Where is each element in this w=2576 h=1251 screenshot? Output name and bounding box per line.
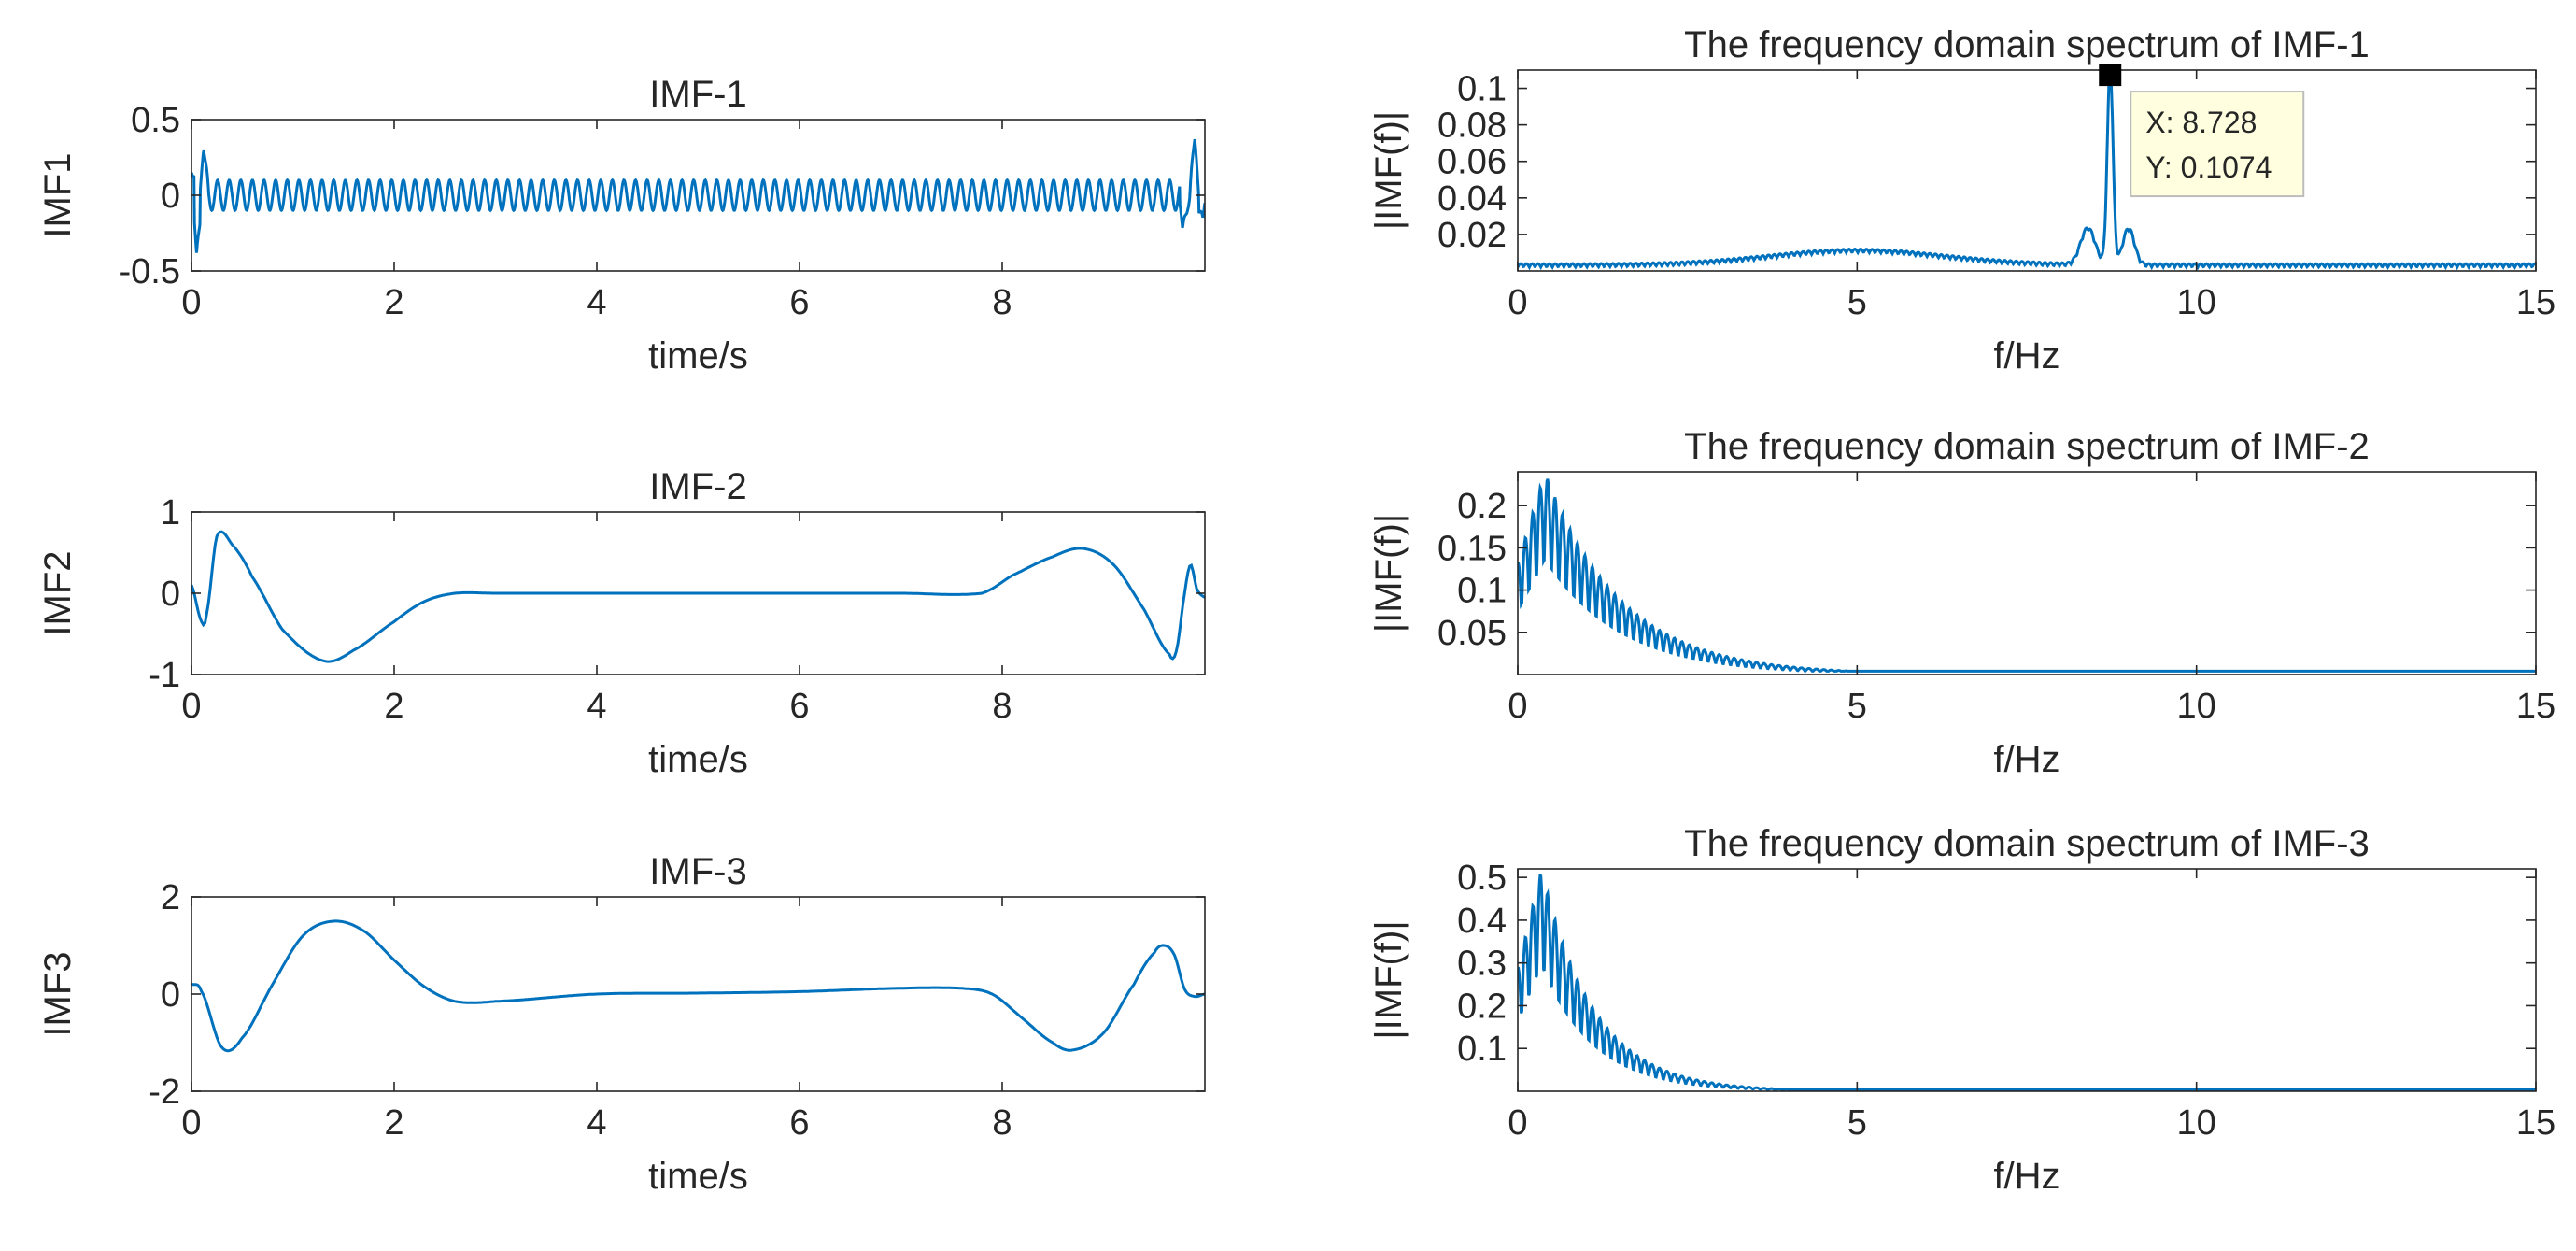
y-tick-label: -0.5 (120, 252, 180, 291)
y-tick-label: 0.04 (1437, 179, 1507, 219)
x-tick-label: 10 (2177, 283, 2216, 322)
x-tick-label: 4 (587, 1103, 606, 1143)
series-line (191, 138, 1205, 253)
x-tick-label: 15 (2516, 1103, 2555, 1143)
y-tick-label: 0.3 (1457, 945, 1507, 984)
subplot-imf1-spectrum: The frequency domain spectrum of IMF-1 0 5… (1368, 24, 2555, 377)
chart-title: IMF-3 (649, 851, 746, 892)
x-tick-label: 15 (2516, 687, 2555, 726)
datatip-box: X: 8.728 Y: 0.1074 (2130, 91, 2305, 198)
chart-title: IMF-1 (649, 74, 746, 115)
y-tick-label: 0 (161, 177, 180, 216)
datatip-background (2130, 91, 2305, 198)
y-tick-label: -2 (149, 1073, 180, 1112)
x-tick-label: 0 (1507, 1103, 1527, 1143)
chart-title: The frequency domain spectrum of IMF-3 (1684, 823, 2370, 864)
x-tick-label: 0 (181, 687, 201, 726)
x-tick-label: 15 (2516, 283, 2555, 322)
x-tick-label: 6 (789, 283, 809, 322)
series-line (1518, 874, 2536, 1091)
axes-box (1517, 471, 2537, 675)
y-tick-label: 0.2 (1457, 487, 1507, 526)
y-axis-label: IMF2 (37, 550, 78, 635)
y-tick-label: 0.06 (1437, 143, 1507, 182)
y-tick-label: 0.02 (1437, 216, 1507, 255)
subplot-imf2-spectrum: The frequency domain spectrum of IMF-2 0 5… (1368, 426, 2555, 780)
x-tick-label: 2 (384, 1103, 403, 1143)
series-line (191, 530, 1205, 663)
x-axis-label: f/Hz (1993, 739, 2059, 780)
y-tick-label: 0.5 (1457, 859, 1507, 898)
x-tick-label: 5 (1847, 687, 1867, 726)
series-line (1518, 478, 2536, 673)
chart-title: The frequency domain spectrum of IMF-1 (1684, 24, 2370, 65)
y-tick-label: 2 (161, 878, 180, 917)
y-tick-label: 0 (161, 975, 180, 1015)
x-tick-label: 5 (1847, 283, 1867, 322)
y-tick-label: -1 (149, 656, 180, 695)
y-tick-label: 0.1 (1457, 1030, 1507, 1069)
x-tick-label: 2 (384, 283, 403, 322)
y-tick-label: 0.1 (1457, 572, 1507, 611)
y-axis-label: |IMF(f)| (1368, 514, 1409, 633)
x-tick-label: 6 (789, 687, 809, 726)
chart-title: IMF-2 (649, 466, 746, 507)
x-tick-label: 4 (587, 283, 606, 322)
x-tick-label: 0 (1507, 283, 1527, 322)
x-axis-label: f/Hz (1993, 1156, 2059, 1197)
x-tick-label: 0 (181, 1103, 201, 1143)
x-tick-label: 0 (181, 283, 201, 322)
x-tick-label: 10 (2177, 1103, 2216, 1143)
x-tick-label: 5 (1847, 1103, 1867, 1143)
x-axis-label: time/s (648, 1156, 748, 1197)
y-tick-label: 0.4 (1457, 902, 1507, 941)
series-line (191, 919, 1205, 1053)
x-tick-label: 2 (384, 687, 403, 726)
subplot-imf3-spectrum: The frequency domain spectrum of IMF-3 0 5… (1368, 823, 2555, 1197)
axes-box (1517, 69, 2537, 272)
y-axis-label: IMF1 (37, 152, 78, 237)
x-tick-label: 8 (992, 687, 1012, 726)
y-tick-label: 0.5 (131, 101, 180, 140)
datatip-y: Y: 0.1074 (2145, 150, 2272, 184)
axes-box (1517, 868, 2537, 1092)
x-tick-label: 6 (789, 1103, 809, 1143)
y-tick-label: 1 (161, 493, 180, 533)
y-tick-label: 0.2 (1457, 987, 1507, 1026)
y-axis-label: |IMF(f)| (1368, 111, 1409, 230)
x-tick-label: 4 (587, 687, 606, 726)
x-tick-label: 0 (1507, 687, 1527, 726)
x-axis-label: time/s (648, 739, 748, 780)
y-tick-label: 0.08 (1437, 107, 1507, 146)
y-tick-label: 0.15 (1437, 529, 1507, 568)
chart-title: The frequency domain spectrum of IMF-2 (1684, 426, 2370, 467)
datatip-marker (2099, 64, 2122, 87)
x-axis-label: time/s (648, 335, 748, 377)
y-axis-label: |IMF(f)| (1368, 920, 1409, 1039)
x-tick-label: 8 (992, 283, 1012, 322)
x-tick-label: 10 (2177, 687, 2216, 726)
y-tick-label: 0.05 (1437, 614, 1507, 653)
y-tick-label: 0 (161, 575, 180, 614)
x-axis-label: f/Hz (1993, 335, 2059, 377)
datatip-x: X: 8.728 (2145, 106, 2257, 139)
y-tick-label: 0.1 (1457, 70, 1507, 109)
y-axis-label: IMF3 (37, 951, 78, 1036)
x-tick-label: 8 (992, 1103, 1012, 1143)
series-line (1518, 70, 2536, 271)
